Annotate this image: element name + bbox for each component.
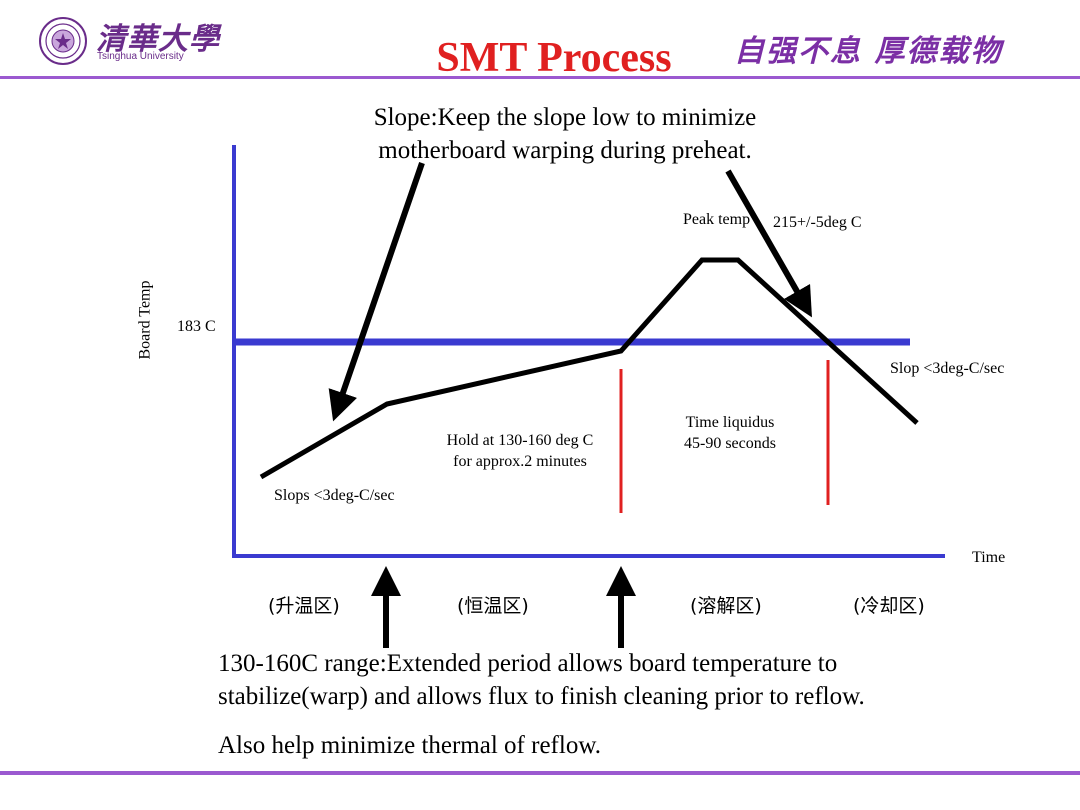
- university-motto: 自强不息 厚德载物: [734, 34, 1003, 69]
- zone-label-ramp: (升温区): [268, 595, 340, 617]
- footer-rule: [0, 771, 1080, 775]
- liquidus-line1: Time liquidus: [685, 414, 775, 431]
- cooling-slope-label: Slop <3deg-C/sec: [890, 360, 1005, 377]
- slope-callout-line2: motherboard warping during preheat.: [378, 137, 752, 164]
- university-seal-icon: [39, 17, 87, 65]
- reference-line-label: 183 C: [177, 318, 216, 335]
- hold-annotation: Hold at 130-160 deg C for approx.2 minut…: [420, 430, 620, 472]
- logo-english-name: Tsinghua University: [97, 51, 184, 62]
- page-title: SMT Process: [436, 35, 672, 81]
- hold-line1: Hold at 130-160 deg C: [446, 432, 594, 449]
- slope-callout-line1: Slope:Keep the slope low to minimize: [373, 104, 757, 131]
- y-axis-title: Board Temp: [136, 280, 154, 360]
- slope-arrow: [328, 162, 425, 422]
- range-callout-line2: stabilize(warp) and allows flux to finis…: [218, 683, 865, 710]
- cooling-arrow: [725, 169, 812, 318]
- zone-label-cooling: (冷却区): [853, 595, 925, 617]
- logo-chinese-name: 清華大學: [96, 22, 220, 57]
- range-callout-line1: 130-160C range:Extended period allows bo…: [218, 650, 838, 677]
- zone-label-reflow: (溶解区): [690, 595, 762, 617]
- liquidus-annotation: Time liquidus 45-90 seconds: [660, 412, 800, 454]
- minimize-callout: Also help minimize thermal of reflow.: [218, 732, 601, 759]
- slope-callout: Slope:Keep the slope low to minimize mot…: [300, 101, 830, 167]
- peak-temp-value: 215+/-5deg C: [773, 214, 862, 231]
- header-rule: [0, 76, 1080, 79]
- zone-label-soak: (恒温区): [457, 595, 529, 617]
- temperature-profile-curve: [259, 257, 919, 480]
- hold-line2: for approx.2 minutes: [453, 453, 587, 470]
- peak-temp-label: Peak temp: [683, 211, 751, 228]
- ramp-slope-label: Slops <3deg-C/sec: [274, 487, 395, 504]
- range-callout: 130-160C range:Extended period allows bo…: [218, 647, 865, 713]
- x-axis-title: Time: [972, 549, 1006, 566]
- liquidus-line2: 45-90 seconds: [684, 435, 776, 452]
